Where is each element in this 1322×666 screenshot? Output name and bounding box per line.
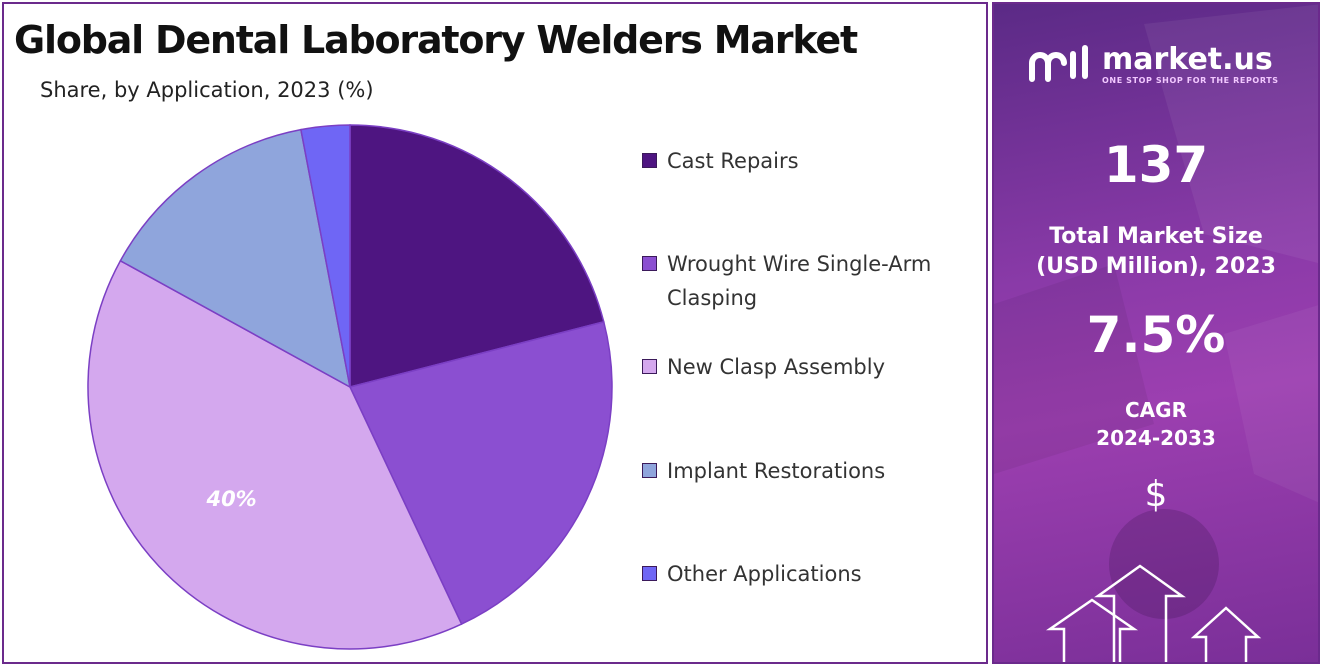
legend-label: Wrought Wire Single-Arm Clasping <box>667 252 932 310</box>
pie-slice-new-clasp-assembly <box>87 259 463 650</box>
chart-panel: Global Dental Laboratory Welders Market … <box>2 2 988 664</box>
logo-name: market.us <box>1102 42 1273 77</box>
legend-label: Cast Repairs <box>667 149 799 173</box>
dollar-icon: $ <box>1144 474 1168 515</box>
market-size-label-line1: Total Market Size <box>1049 224 1263 249</box>
chart-subtitle: Share, by Application, 2023 (%) <box>40 78 374 102</box>
legend-swatch <box>642 463 657 478</box>
cagr-label-line2: 2024-2033 <box>1096 426 1216 450</box>
market-size-value: 137 <box>1103 136 1209 194</box>
legend-label: Other Applications <box>667 562 862 586</box>
background-decoration <box>994 4 1318 619</box>
market-us-logo-icon <box>1029 44 1088 82</box>
legend-swatch <box>642 566 657 581</box>
legend-label: Implant Restorations <box>667 459 886 483</box>
legend-item-implant-restorations: Implant Restorations <box>642 454 977 488</box>
market-size-label-line2: (USD Million), 2023 <box>1036 254 1276 279</box>
summary-panel: market.us ONE STOP SHOP FOR THE REPORTS … <box>992 2 1320 664</box>
legend-item-wrought-wire-single-arm-clasping: Wrought Wire Single-Arm Clasping <box>642 247 977 315</box>
legend-swatch <box>642 153 657 168</box>
pie-slice-wrought-wire-single-arm-clasping <box>348 320 613 626</box>
legend-item-cast-repairs: Cast Repairs <box>642 144 977 178</box>
pie-slice-cast-repairs <box>349 124 605 388</box>
data-label-new-clasp-assembly: 40% <box>205 487 256 511</box>
legend-swatch <box>642 256 657 271</box>
logo-tagline: ONE STOP SHOP FOR THE REPORTS <box>1102 76 1279 85</box>
pie-chart: 40% <box>87 124 613 650</box>
up-arrow-icon <box>1045 564 1262 662</box>
legend-item-other-applications: Other Applications <box>642 557 977 591</box>
brand-logo: market.us ONE STOP SHOP FOR THE REPORTS <box>1028 44 1279 85</box>
chart-title: Global Dental Laboratory Welders Market <box>14 18 858 62</box>
pie-slice-implant-restorations <box>119 128 352 389</box>
cagr-label-line1: CAGR <box>1125 398 1187 422</box>
pie-slice-other-applications <box>300 124 351 388</box>
legend-item-new-clasp-assembly: New Clasp Assembly <box>642 350 977 384</box>
cagr-value: 7.5% <box>1086 306 1226 364</box>
legend-label: New Clasp Assembly <box>667 355 886 379</box>
legend-swatch <box>642 359 657 374</box>
